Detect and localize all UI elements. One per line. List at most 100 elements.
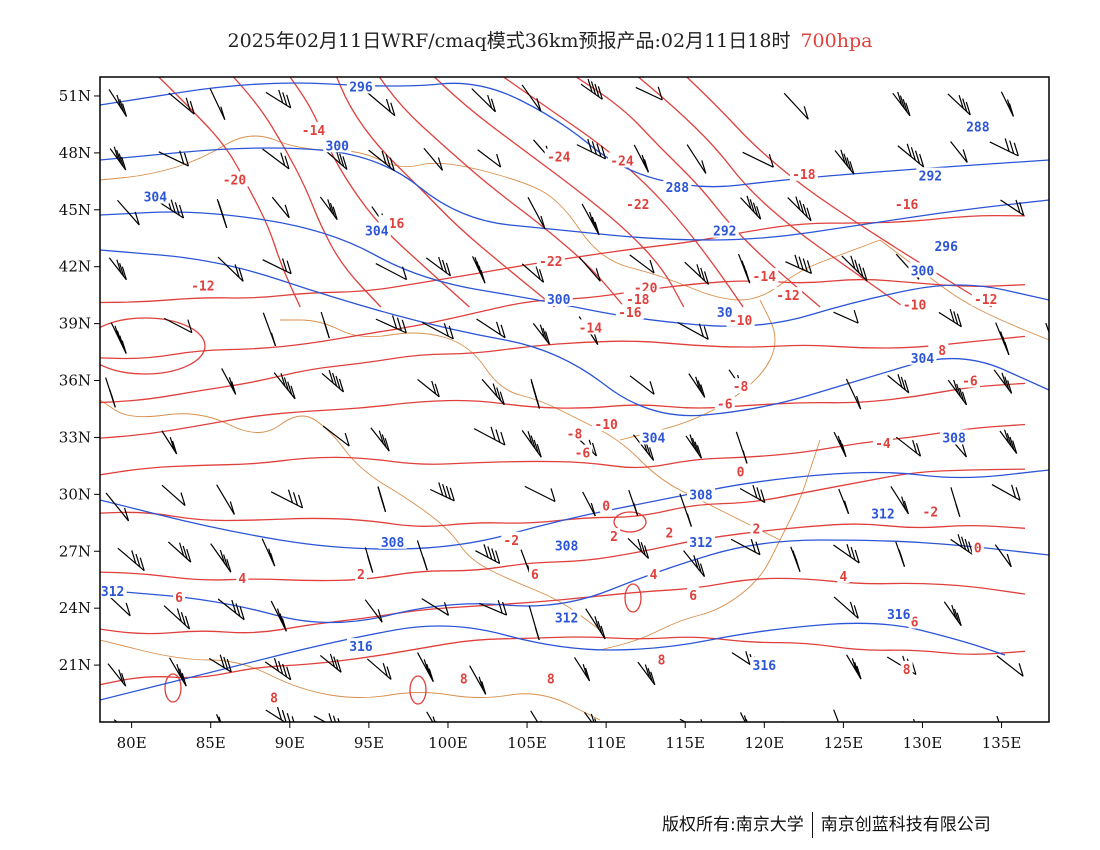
wind-barb bbox=[781, 721, 784, 722]
wind-barb bbox=[216, 198, 228, 229]
temperature-label: 8 bbox=[903, 663, 911, 678]
height-label-bg bbox=[908, 349, 937, 365]
temperature-label: 0 bbox=[737, 466, 745, 481]
height-label: 304 bbox=[144, 191, 168, 206]
lon-tick-label: 110E bbox=[586, 734, 626, 752]
wind-barb bbox=[783, 92, 809, 120]
wind-barb bbox=[325, 150, 348, 170]
temperature-label-bg bbox=[789, 165, 818, 181]
wind-barb bbox=[158, 150, 190, 167]
wind-barb bbox=[471, 88, 497, 113]
wind-barb bbox=[370, 427, 390, 452]
lat-tick-label: 39N bbox=[59, 315, 91, 333]
isotherm-line bbox=[232, 77, 382, 308]
wind-barb bbox=[1054, 711, 1082, 730]
temperature-label-bg bbox=[188, 277, 217, 293]
credit-separator bbox=[811, 812, 813, 838]
wind-barb bbox=[425, 256, 451, 277]
wind-barb bbox=[635, 86, 663, 101]
height-label-bg bbox=[552, 609, 581, 625]
wind-barb bbox=[895, 436, 922, 457]
temperature-label-bg bbox=[647, 566, 660, 582]
lat-tick-label: 48N bbox=[59, 144, 91, 162]
height-label: 308 bbox=[381, 536, 405, 551]
temperature-label-bg bbox=[592, 416, 621, 432]
wind-barb bbox=[271, 196, 290, 219]
wind-barb bbox=[683, 550, 706, 577]
wind-barb bbox=[469, 665, 487, 695]
wind-barb bbox=[109, 146, 127, 171]
wind-barb bbox=[895, 541, 906, 567]
temperature-label: -18 bbox=[626, 293, 650, 308]
height-label-bg bbox=[378, 533, 407, 549]
temperature-label-bg bbox=[576, 319, 605, 335]
temperature-label-bg bbox=[774, 287, 803, 303]
wind-barb bbox=[261, 538, 276, 567]
temperature-label: 6 bbox=[531, 568, 539, 583]
isotherm-cell bbox=[409, 675, 427, 705]
wind-barb bbox=[479, 600, 508, 616]
temperature-label-bg bbox=[623, 196, 652, 212]
height-label-bg bbox=[100, 583, 127, 599]
temperature-label-bg bbox=[971, 539, 984, 555]
isotherm-line bbox=[433, 77, 685, 308]
wind-barb bbox=[581, 203, 600, 236]
wind-barb bbox=[833, 309, 859, 324]
wind-barb bbox=[846, 654, 862, 680]
lat-tick-label: 33N bbox=[59, 428, 91, 446]
wind-barb bbox=[319, 653, 342, 673]
height-label-bg bbox=[346, 638, 375, 654]
temperature-label-bg bbox=[734, 463, 747, 479]
wind-barb bbox=[417, 652, 434, 682]
temperature-label-bg bbox=[892, 196, 921, 212]
wind-barb bbox=[375, 315, 407, 334]
temperature-label-bg bbox=[655, 651, 668, 667]
wind-barb bbox=[585, 608, 606, 640]
isotherm-cell bbox=[613, 511, 647, 533]
isotherm-line bbox=[100, 468, 1026, 527]
wind-barb bbox=[366, 658, 392, 680]
wind-barb bbox=[319, 196, 338, 221]
height-label: 312 bbox=[555, 612, 578, 627]
lon-tick-label: 95E bbox=[354, 734, 384, 752]
temperature-label: -6 bbox=[717, 397, 733, 412]
isotherm-cell bbox=[100, 317, 206, 375]
wind-barb bbox=[584, 712, 597, 722]
wind-barb bbox=[530, 710, 542, 722]
wind-barb bbox=[684, 261, 710, 285]
height-label: 304 bbox=[642, 431, 666, 446]
wind-barb bbox=[738, 253, 751, 284]
height-label-bg bbox=[884, 605, 913, 621]
wind-barb bbox=[1054, 494, 1068, 519]
temperature-label: -24 bbox=[547, 151, 571, 166]
map-title: 2025年02月11日WRF/cmaq模式36km预报产品:02月11日18时 7… bbox=[0, 26, 1100, 53]
height-label: 300 bbox=[547, 293, 571, 308]
height-label-bg bbox=[916, 167, 945, 183]
wind-barb bbox=[161, 484, 186, 506]
wind-barb bbox=[787, 196, 812, 222]
wind-barb bbox=[999, 429, 1018, 454]
height-label-bg bbox=[362, 222, 391, 238]
wind-barb bbox=[1054, 609, 1064, 641]
height-label: 292 bbox=[713, 225, 736, 240]
temperature-label-bg bbox=[631, 279, 660, 295]
wind-barb bbox=[167, 541, 192, 563]
height-contour-line bbox=[100, 622, 1006, 701]
wind-barb bbox=[947, 93, 971, 116]
wind-barb bbox=[730, 538, 761, 556]
wind-barb bbox=[475, 544, 501, 565]
wind-barb bbox=[532, 322, 551, 345]
lon-tick-label: 120E bbox=[745, 734, 785, 752]
temperature-label: -22 bbox=[539, 255, 562, 270]
temperature-label: -4 bbox=[875, 437, 891, 452]
wind-barb bbox=[161, 430, 178, 455]
lon-tick-label: 135E bbox=[982, 734, 1022, 752]
wind-barb bbox=[322, 425, 350, 447]
temperature-label: 2 bbox=[610, 530, 618, 545]
wind-barb bbox=[217, 598, 245, 621]
temperature-label: 8 bbox=[270, 691, 278, 706]
temperature-label-bg bbox=[354, 566, 367, 582]
height-label: 316 bbox=[753, 659, 777, 674]
wind-barb bbox=[890, 486, 909, 515]
